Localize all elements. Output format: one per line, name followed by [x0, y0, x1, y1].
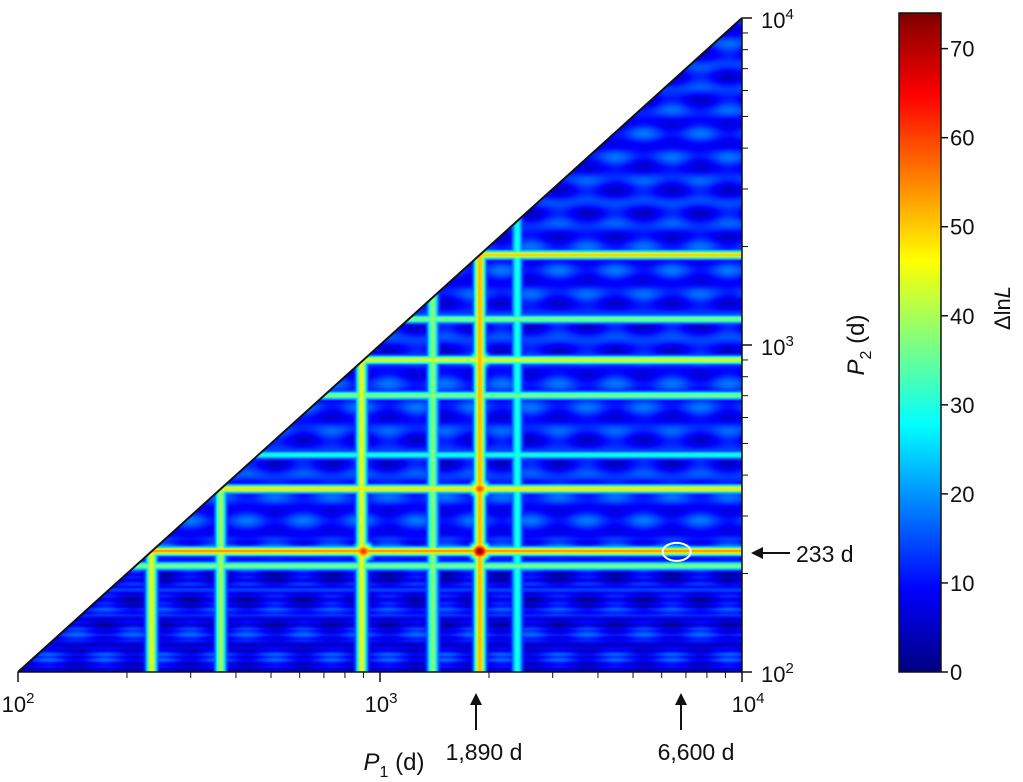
colorbar-tick-label: 10: [950, 571, 974, 596]
colorbar-tick-label: 0: [950, 660, 962, 685]
annotation-233d: 233 d: [751, 541, 854, 567]
y-tick-label-1000: 103: [761, 333, 794, 360]
best-fit-ellipse: [661, 541, 692, 562]
y-tick-label-10000: 104: [761, 6, 794, 33]
colorbar-tick-label: 70: [950, 37, 974, 62]
colorbar-label: ΔlnL: [990, 286, 1015, 330]
x-tick-label-10000: 104: [732, 690, 765, 717]
colorbar-tick-label: 30: [950, 393, 974, 418]
x-axis-ticks: [17, 672, 743, 682]
y-tick-label-100: 102: [761, 660, 794, 687]
annotation-1890d-label: 1,890 d: [446, 739, 523, 765]
colorbar-tick-label: 50: [950, 215, 974, 240]
annotation-6600d-label: 6,600 d: [658, 739, 735, 765]
annotation-1890d: 1,890 d: [446, 693, 523, 765]
annotation-6600d: 6,600 d: [658, 693, 735, 765]
x-axis-label: P1 (d): [364, 749, 425, 781]
colorbar-tick-label: 40: [950, 304, 974, 329]
colorbar: [898, 12, 942, 673]
y-axis-ticks: [742, 17, 752, 673]
colorbar-tick-label: 60: [950, 126, 974, 151]
x-tick-label-1000: 103: [365, 690, 398, 717]
diagonal-boundary: [17, 17, 743, 673]
x-tick-label-100: 102: [2, 690, 35, 717]
colorbar-ticks: 0 10 20 30 40 50 60 70: [941, 37, 974, 685]
y-axis-label: P2 (d): [843, 315, 875, 376]
annotation-233d-label: 233 d: [796, 541, 854, 567]
colorbar-tick-label: 20: [950, 482, 974, 507]
